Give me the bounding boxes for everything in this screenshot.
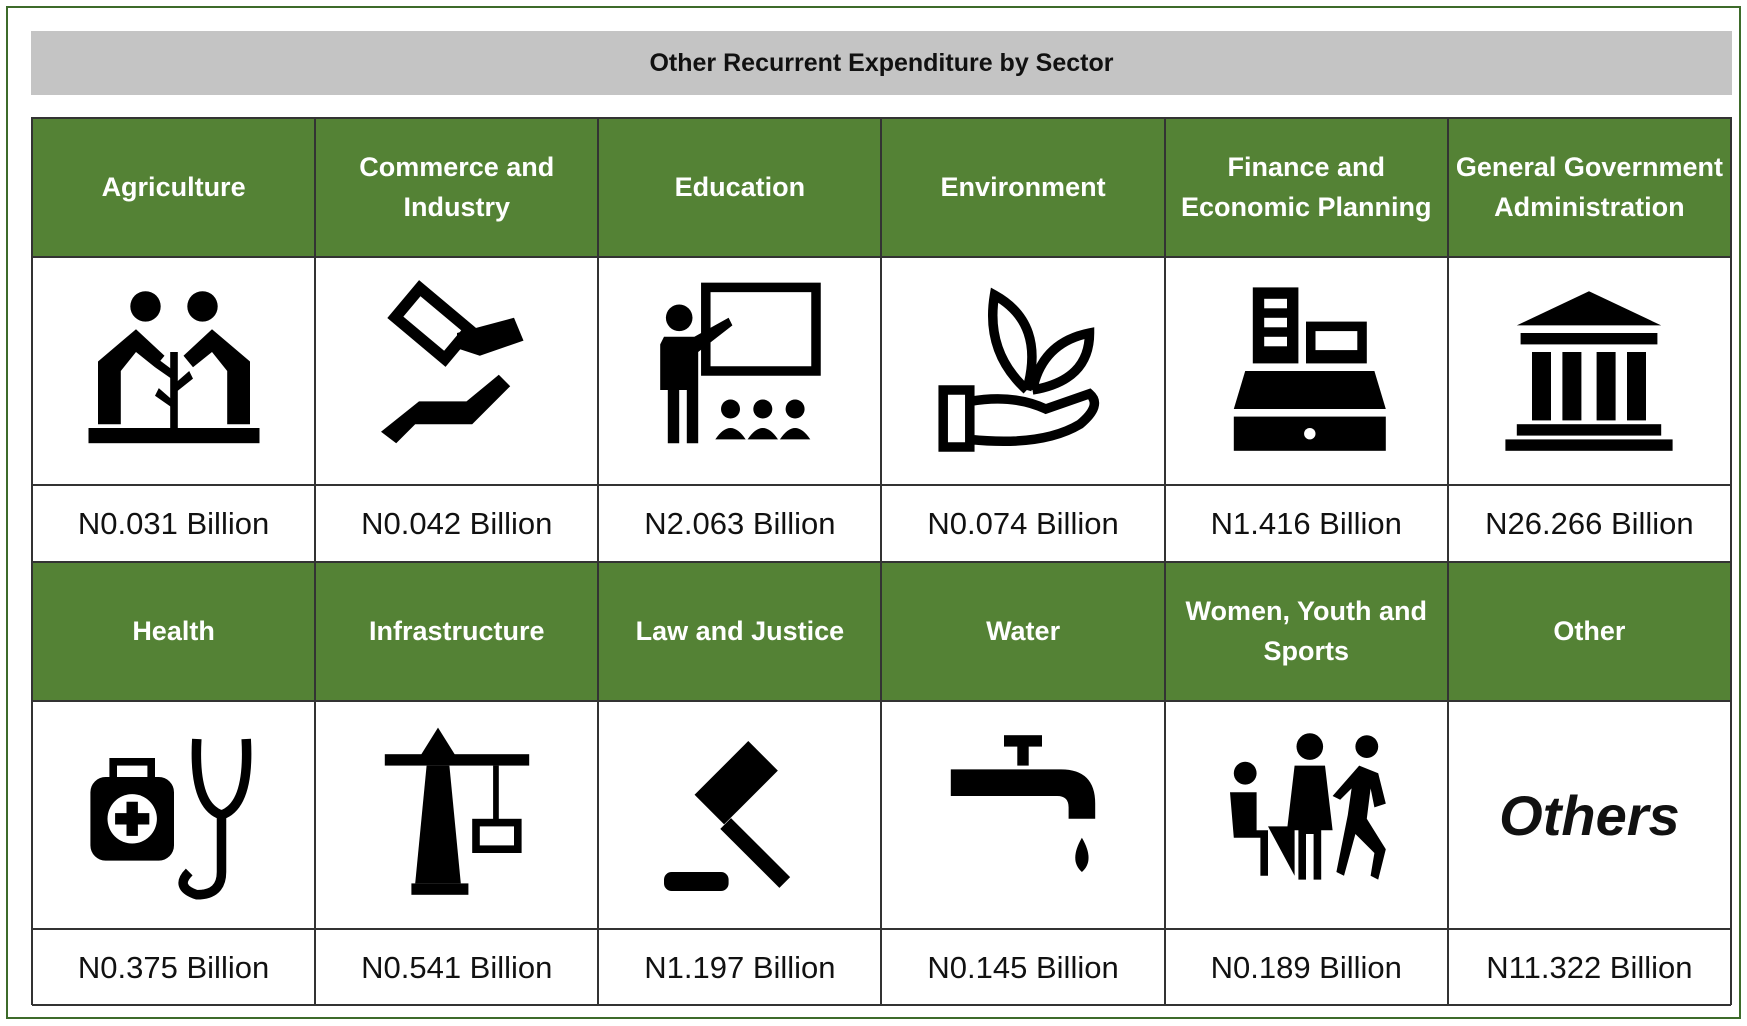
sector-value: N1.197 Billion	[598, 929, 882, 1006]
sector-icon	[1164, 257, 1448, 485]
sector-name: Education	[598, 118, 882, 257]
sector-icon	[881, 257, 1165, 485]
sector-value: N0.074 Billion	[881, 485, 1165, 562]
sector-name: Water	[881, 562, 1165, 701]
sector-icon	[1164, 701, 1448, 929]
frame	[6, 6, 1741, 1019]
icon	[938, 287, 1100, 452]
sector-value: N0.189 Billion	[1164, 929, 1448, 1006]
sector-value: N0.541 Billion	[315, 929, 599, 1006]
sector-value: N0.031 Billion	[32, 485, 316, 562]
icon	[663, 741, 791, 891]
icon	[89, 738, 251, 900]
sector-name: General Government Administration	[1447, 118, 1731, 257]
icon-text: Others	[1499, 783, 1680, 847]
sector-name: Infrastructure	[315, 562, 599, 701]
sector-value: N0.375 Billion	[32, 929, 316, 1006]
icon	[1505, 291, 1674, 451]
sector-icon	[881, 701, 1165, 929]
sector-icon	[598, 257, 882, 485]
sector-name: Other	[1447, 562, 1731, 701]
icon	[380, 280, 524, 444]
sector-icon	[32, 701, 316, 929]
sector-table: Agriculture Commerce and Industry Educatio…	[31, 117, 1732, 1006]
sector-icon	[32, 257, 316, 485]
sector-name: Agriculture	[32, 118, 316, 257]
icon	[384, 727, 529, 895]
sector-value: N0.042 Billion	[315, 485, 599, 562]
sector-name: Law and Justice	[598, 562, 882, 701]
sector-icon: Others	[1447, 701, 1731, 929]
sector-icon	[315, 701, 599, 929]
icon	[950, 735, 1096, 872]
icon	[88, 291, 260, 444]
sector-value: N26.266 Billion	[1447, 485, 1731, 562]
sector-icon	[315, 257, 599, 485]
sector-name: Environment	[881, 118, 1165, 257]
title: Other Recurrent Expenditure by Sector	[31, 31, 1732, 95]
sector-name: Finance and Economic Planning	[1164, 118, 1448, 257]
sector-icon	[1447, 257, 1731, 485]
sector-value: N0.145 Billion	[881, 929, 1165, 1006]
icon	[1234, 287, 1387, 451]
icon	[1230, 733, 1387, 880]
sector-value: N2.063 Billion	[598, 485, 882, 562]
sector-name: Commerce and Industry	[315, 118, 599, 257]
sector-name: Health	[32, 562, 316, 701]
sector-name: Women, Youth and Sports	[1164, 562, 1448, 701]
sector-value: N11.322 Billion	[1447, 929, 1731, 1006]
sector-value: N1.416 Billion	[1164, 485, 1448, 562]
sector-icon	[598, 701, 882, 929]
icon	[660, 282, 821, 444]
